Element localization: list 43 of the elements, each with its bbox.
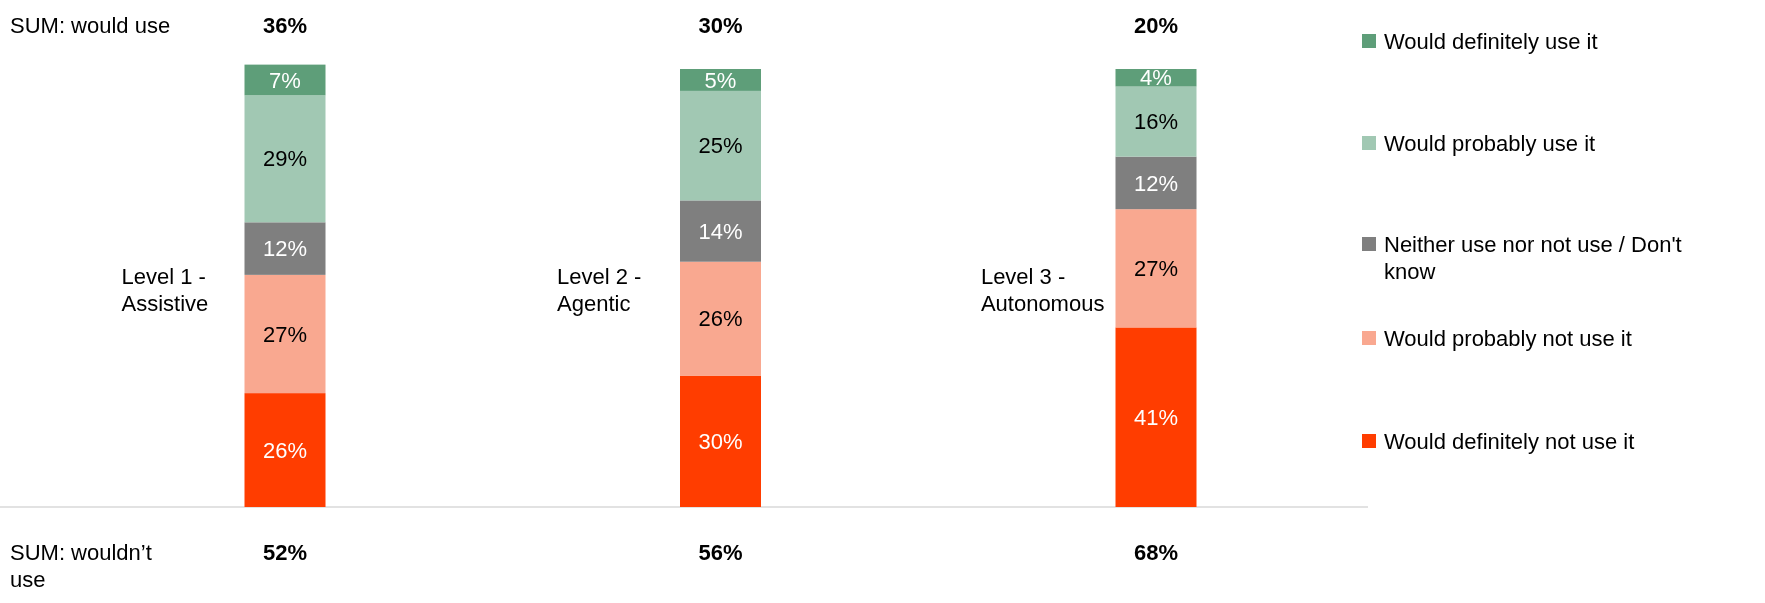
data-label: 12%	[1133, 170, 1179, 196]
data-label: 12%	[262, 236, 308, 262]
bar	[680, 90, 761, 201]
data-label: 41%	[1133, 404, 1179, 430]
text: SUM: wouldn’t use	[10, 539, 152, 592]
bar	[244, 95, 326, 223]
text: 36%	[262, 12, 308, 38]
x-tick-label: Level 3 - Autonomous	[980, 263, 1105, 316]
data-label: 26%	[262, 437, 308, 463]
data-label: 16%	[1133, 109, 1179, 135]
data-label: 7%	[269, 67, 301, 93]
bar	[680, 261, 761, 376]
bar	[1115, 209, 1197, 328]
data-label: 26%	[698, 306, 743, 332]
legend-label: Neither use nor not use / Don't know	[1384, 231, 1682, 284]
bar	[1115, 327, 1197, 507]
legend-label: Would probably use it	[1384, 130, 1596, 156]
data-label: 27%	[262, 321, 308, 347]
data-label: 25%	[698, 133, 743, 159]
text: 52%	[262, 539, 308, 565]
text: SUM: would use	[10, 12, 171, 38]
bar	[244, 222, 326, 275]
text: 68%	[1133, 539, 1179, 565]
data-label: 4%	[1140, 65, 1172, 91]
data-label: 5%	[704, 67, 737, 93]
data-label: 30%	[698, 429, 743, 454]
text: 30%	[698, 12, 743, 38]
legend-label: Would definitely use it	[1384, 28, 1598, 54]
text: 56%	[698, 539, 743, 565]
legend-label: Would definitely not use it	[1384, 428, 1635, 454]
x-tick-label: Level 1 - Assistive	[121, 263, 209, 316]
bar	[244, 393, 326, 507]
bar	[680, 200, 761, 262]
bar	[1115, 156, 1197, 210]
bar	[680, 375, 761, 507]
x-tick-label: Level 2 - Agentic	[557, 263, 642, 316]
data-label: 14%	[698, 218, 743, 244]
data-label: 27%	[1133, 255, 1179, 281]
legend-label: Would probably not use it	[1384, 325, 1632, 351]
bar	[1115, 86, 1197, 157]
data-label: 29%	[262, 146, 308, 172]
text: 20%	[1133, 12, 1179, 38]
bar	[244, 274, 326, 394]
